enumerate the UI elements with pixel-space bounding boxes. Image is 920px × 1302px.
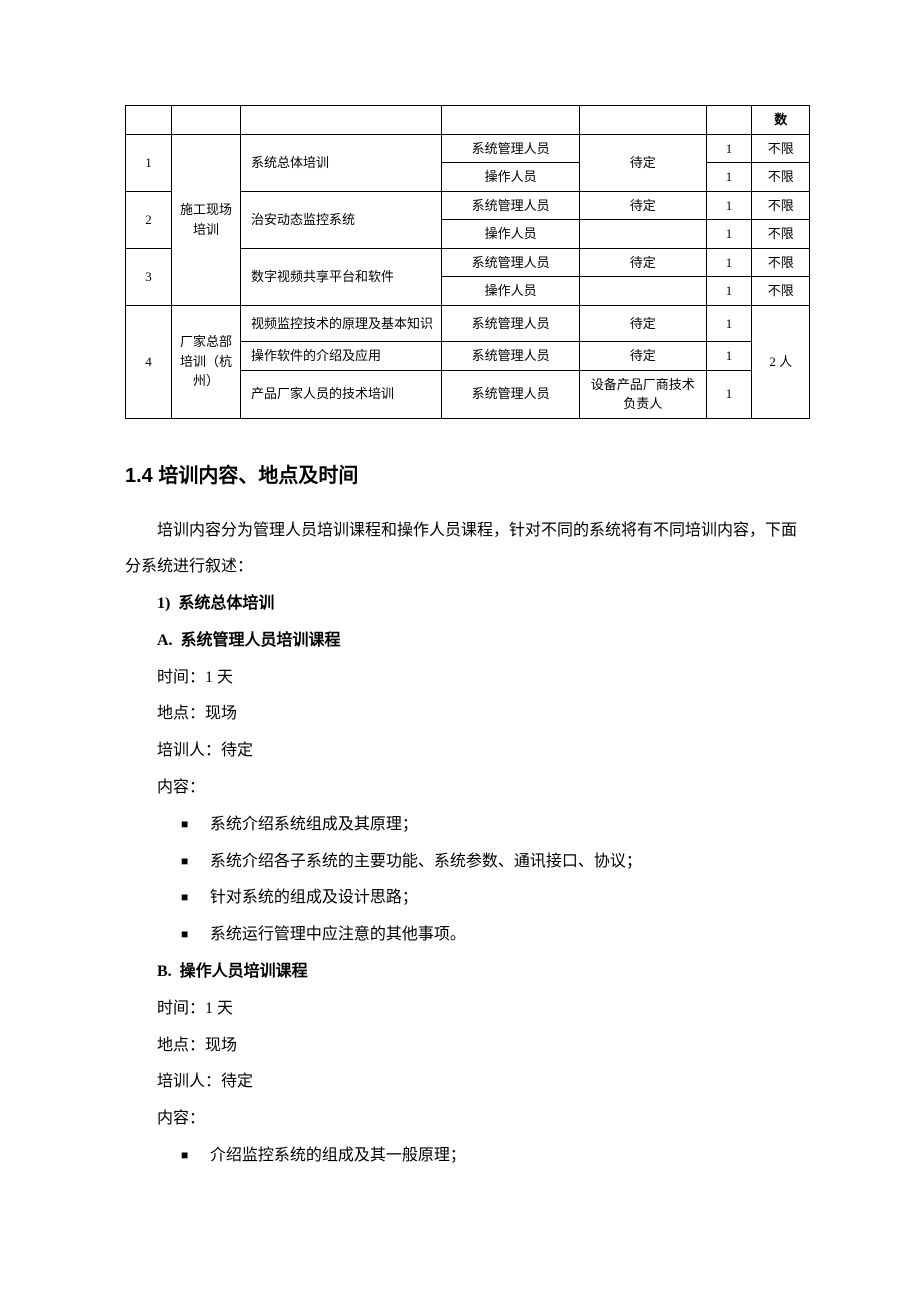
- cell-content: 操作软件的介绍及应用: [240, 342, 441, 371]
- bullet-item: 系统运行管理中应注意的其他事项。: [181, 917, 810, 954]
- cell-idx: 3: [126, 248, 172, 305]
- bullet-item: 介绍监控系统的组成及其一般原理；: [181, 1138, 810, 1175]
- header-cell: [126, 106, 172, 135]
- section-a-title: A. 系统管理人员培训课程: [157, 623, 810, 660]
- cell-object: 系统管理人员: [442, 305, 580, 342]
- line-trainer: 培训人：待定: [157, 1064, 810, 1101]
- cell-tbd: 待定: [580, 305, 706, 342]
- bullet-item: 针对系统的组成及设计思路；: [181, 880, 810, 917]
- cell-num: 1: [706, 163, 752, 192]
- cell-limit: 2 人: [752, 305, 810, 418]
- cell-object: 系统管理人员: [442, 370, 580, 418]
- cell-object: 操作人员: [442, 163, 580, 192]
- table-row: 1 施工现场培训 系统总体培训 系统管理人员 待定 1 不限: [126, 134, 810, 163]
- body-paragraph-wrap: 培训内容分为管理人员培训课程和操作人员课程，针对不同的系统将有不同培训内容，下面…: [125, 513, 810, 587]
- cell-num: 1: [706, 342, 752, 371]
- cell-object: 系统管理人员: [442, 134, 580, 163]
- cell-num: 1: [706, 220, 752, 249]
- header-cell: [171, 106, 240, 135]
- cell-tbd: 待定: [580, 191, 706, 220]
- cell-num: 1: [706, 134, 752, 163]
- cell-num: 1: [706, 370, 752, 418]
- cell-num: 1: [706, 277, 752, 306]
- section-heading: 1.4 培训内容、地点及时间: [125, 459, 810, 488]
- cell-limit: 不限: [752, 277, 810, 306]
- line-place: 地点：现场: [157, 1028, 810, 1065]
- line-content-label: 内容：: [157, 770, 810, 807]
- intro-paragraph: 培训内容分为管理人员培训课程和操作人员课程，针对不同的系统将有不同培训内容，下面…: [125, 513, 810, 587]
- cell-object: 操作人员: [442, 277, 580, 306]
- cell-num: 1: [706, 305, 752, 342]
- cell-object: 操作人员: [442, 220, 580, 249]
- cell-tbd: 待定: [580, 342, 706, 371]
- cell-location: 施工现场培训: [171, 134, 240, 305]
- cell-content: 系统总体培训: [240, 134, 441, 191]
- header-cell: 数: [752, 106, 810, 135]
- cell-tbd: [580, 220, 706, 249]
- line-place: 地点：现场: [157, 696, 810, 733]
- header-cell: [240, 106, 441, 135]
- cell-idx: 2: [126, 191, 172, 248]
- cell-content: 数字视频共享平台和软件: [240, 248, 441, 305]
- cell-content: 视频监控技术的原理及基本知识: [240, 305, 441, 342]
- header-cell: [442, 106, 580, 135]
- cell-tbd: 设备产品厂商技术负责人: [580, 370, 706, 418]
- table-header-row: 数: [126, 106, 810, 135]
- cell-idx: 1: [126, 134, 172, 191]
- cell-num: 1: [706, 191, 752, 220]
- header-cell: [580, 106, 706, 135]
- cell-object: 系统管理人员: [442, 342, 580, 371]
- header-cell: [706, 106, 752, 135]
- section-b-title: B. 操作人员培训课程: [157, 954, 810, 991]
- cell-content: 治安动态监控系统: [240, 191, 441, 248]
- table-row: 4 厂家总部培训（杭州） 视频监控技术的原理及基本知识 系统管理人员 待定 1 …: [126, 305, 810, 342]
- cell-location: 厂家总部培训（杭州）: [171, 305, 240, 418]
- line-time: 时间：1 天: [157, 991, 810, 1028]
- cell-limit: 不限: [752, 220, 810, 249]
- cell-tbd: 待定: [580, 134, 706, 191]
- line-time: 时间：1 天: [157, 660, 810, 697]
- bullet-item: 系统介绍各子系统的主要功能、系统参数、通讯接口、协议；: [181, 844, 810, 881]
- cell-limit: 不限: [752, 163, 810, 192]
- cell-limit: 不限: [752, 248, 810, 277]
- cell-tbd: [580, 277, 706, 306]
- bullet-item: 系统介绍系统组成及其原理；: [181, 807, 810, 844]
- cell-limit: 不限: [752, 134, 810, 163]
- cell-idx: 4: [126, 305, 172, 418]
- cell-object: 系统管理人员: [442, 248, 580, 277]
- line-content-label: 内容：: [157, 1101, 810, 1138]
- cell-limit: 不限: [752, 191, 810, 220]
- cell-object: 系统管理人员: [442, 191, 580, 220]
- cell-num: 1: [706, 248, 752, 277]
- training-table: 数 1 施工现场培训 系统总体培训 系统管理人员 待定 1 不限 操作人员 1 …: [125, 105, 810, 419]
- cell-tbd: 待定: [580, 248, 706, 277]
- cell-content: 产品厂家人员的技术培训: [240, 370, 441, 418]
- line-trainer: 培训人：待定: [157, 733, 810, 770]
- list-num-1: 1) 系统总体培训: [157, 586, 810, 623]
